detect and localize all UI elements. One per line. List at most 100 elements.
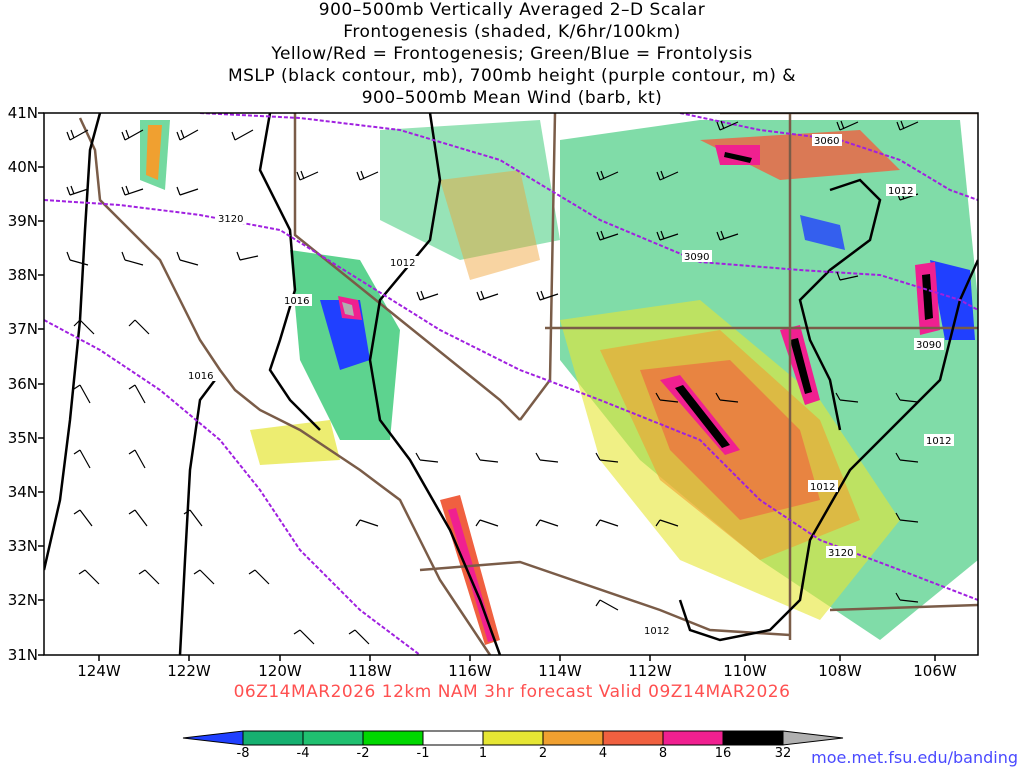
colorbar-label: 32 (774, 746, 792, 761)
wind-barb (595, 519, 619, 527)
axis-ticks (38, 112, 936, 661)
wind-barb (595, 599, 619, 611)
shade-black-se (922, 274, 933, 320)
title-line-2: Frontogenesis (shaded, K/6hr/100km) (343, 22, 681, 42)
wind-barb (475, 519, 499, 527)
wind-barb (66, 129, 89, 141)
mslp-label: 1012 (926, 436, 951, 447)
shade-blue-se (930, 260, 975, 340)
wind-barb (78, 569, 100, 585)
colorbar-swatch-4 (422, 730, 484, 746)
colorbar-label: 2 (538, 746, 548, 761)
wind-barb (475, 452, 499, 463)
lat-label: 33N (7, 537, 38, 555)
height-label: 3060 (814, 136, 839, 147)
lon-label: 114W (538, 662, 582, 680)
title-line-3: Yellow/Red = Frontogenesis; Green/Blue =… (271, 44, 753, 64)
colorbar-label: 4 (598, 746, 608, 761)
lat-label: 36N (7, 375, 38, 393)
lon-label: 112W (628, 662, 672, 680)
lon-label: 110W (723, 662, 767, 680)
colorbar-swatch-5 (482, 730, 544, 746)
lon-label: 118W (348, 662, 392, 680)
lon-label: 122W (167, 662, 211, 680)
wind-barb (656, 230, 679, 241)
wind-barb (121, 251, 144, 266)
wind-barb (293, 629, 315, 645)
colorbar-swatch-6 (542, 730, 604, 746)
mslp-label: 1016 (284, 296, 309, 307)
lat-label: 41N (7, 104, 38, 122)
wind-barb (356, 170, 379, 181)
wind-barb (535, 452, 559, 463)
colorbar-label: 1 (478, 746, 488, 761)
ca-nv-border (293, 113, 521, 421)
shade-orange-west-1 (146, 125, 162, 180)
colorbar-swatch-7 (602, 730, 664, 746)
colorbar-swatch-10 (782, 730, 844, 746)
mslp-label: 1012 (390, 258, 415, 269)
shade-red-ne (700, 130, 900, 180)
wind-barb (236, 251, 259, 261)
wind-barb (895, 452, 919, 463)
colorbar-label: 16 (714, 746, 732, 761)
lat-label: 31N (7, 646, 38, 664)
wind-barb (176, 251, 199, 266)
height-contours (44, 113, 978, 655)
shade-blue-ne (800, 215, 845, 250)
mslp-label: 1012 (888, 186, 913, 197)
colorbar-label: 8 (658, 746, 668, 761)
wind-barb (836, 271, 859, 281)
colorbar-swatch-2 (302, 730, 364, 746)
height-label: 3090 (916, 340, 941, 351)
wind-barb (66, 251, 89, 266)
colorbar-label: -8 (236, 746, 250, 761)
wind-barb (176, 129, 199, 141)
wind-barb (128, 509, 148, 527)
shade-green-north (380, 120, 560, 260)
lat-label: 37N (7, 320, 38, 338)
wind-barb (655, 519, 679, 527)
wind-barb (138, 569, 160, 585)
mslp-label: 1012 (644, 626, 669, 637)
colorbar-swatch-0 (182, 730, 244, 746)
height-contour-2 (44, 319, 421, 655)
mslp-contours (44, 113, 978, 655)
wind-barb (296, 170, 319, 181)
wind-barb (895, 392, 919, 403)
mslp-label: 1012 (810, 482, 835, 493)
height-contour-1 (44, 199, 978, 601)
lon-label: 108W (818, 662, 862, 680)
wind-barb (231, 129, 254, 141)
lon-label: 106W (913, 662, 957, 680)
wind-barb (716, 230, 739, 241)
mexico-border (419, 560, 791, 637)
wind-barb (355, 519, 379, 527)
colorbar-swatch-3 (362, 730, 424, 746)
lat-label: 34N (7, 483, 38, 501)
wind-barb (896, 120, 919, 131)
wind-barb (121, 129, 144, 141)
mslp-contour-5 (678, 259, 978, 642)
wind-barb (895, 512, 919, 523)
frontogenesis-shading (140, 120, 978, 645)
shade-black-band-1 (675, 385, 730, 448)
lat-label: 39N (7, 212, 38, 230)
title-line-5: 900–500mb Mean Wind (barb, kt) (361, 88, 663, 108)
mslp-contour-6 (798, 178, 882, 431)
wind-barb (656, 170, 679, 181)
lat-label: 35N (7, 429, 38, 447)
wind-barb (73, 509, 93, 527)
colorbar-label: -2 (356, 746, 370, 761)
wind-barb (73, 384, 91, 404)
coastline-borders (78, 113, 978, 655)
wind-barb (183, 509, 203, 527)
lon-label: 124W (77, 662, 121, 680)
valid-time-line: 06Z14MAR2026 12km NAM 3hr forecast Valid… (233, 682, 791, 702)
wind-barb (415, 452, 439, 463)
wind-barb (595, 452, 619, 463)
height-label: 3120 (828, 548, 853, 559)
mslp-contour-4 (368, 113, 502, 655)
colorbar-label: -4 (296, 746, 310, 761)
